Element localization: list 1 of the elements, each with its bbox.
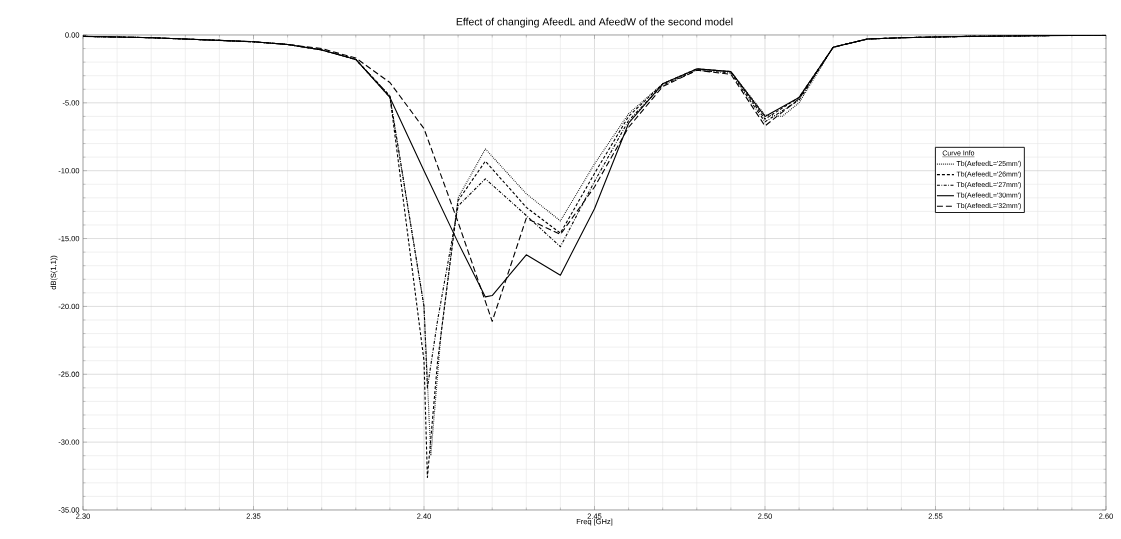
- chart-title: Effect of changing AfeedL and AfeedW of the second model: [456, 17, 733, 28]
